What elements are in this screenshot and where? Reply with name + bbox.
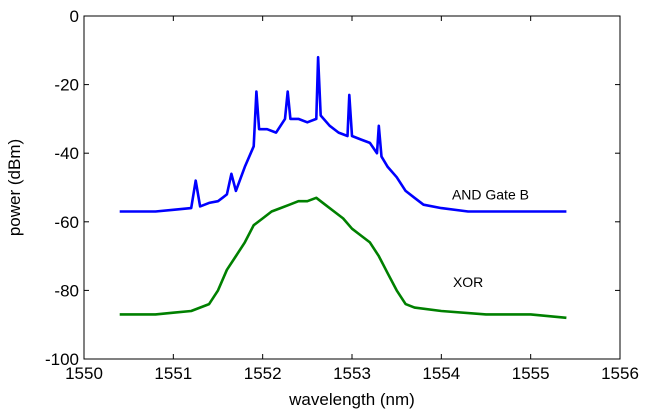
plot-frame — [83, 15, 621, 360]
y-tick-label: 0 — [70, 7, 79, 26]
x-tick-label: 1555 — [512, 364, 550, 383]
y-tick-label: -20 — [54, 76, 79, 95]
y-tick-label: -40 — [54, 144, 79, 163]
series-line-1 — [119, 196, 567, 320]
y-tick-label: -80 — [54, 281, 79, 300]
y-axis-label: power (dBm) — [5, 139, 24, 236]
tick-layer: 1550 1551 1552 1553 1554 1555 1556 0 -20 -40 -60 -8… — [45, 7, 639, 383]
annotation-label: AND Gate B — [452, 187, 529, 203]
y-tick-label: -60 — [54, 213, 79, 232]
series-line-0 — [119, 55, 567, 213]
x-tick-label: 1556 — [601, 364, 639, 383]
x-tick-label: 1553 — [333, 364, 371, 383]
x-tick-label: 1552 — [244, 364, 282, 383]
annotation-layer: AND Gate B XOR — [452, 187, 529, 290]
x-axis-label: wavelength (nm) — [288, 390, 415, 409]
series-layer — [119, 55, 567, 320]
x-tick-label: 1554 — [422, 364, 460, 383]
y-tick-label: -100 — [45, 350, 79, 369]
annotation-label: XOR — [453, 274, 483, 290]
x-tick-label: 1551 — [154, 364, 192, 383]
x-tick-label: 1550 — [65, 364, 103, 383]
